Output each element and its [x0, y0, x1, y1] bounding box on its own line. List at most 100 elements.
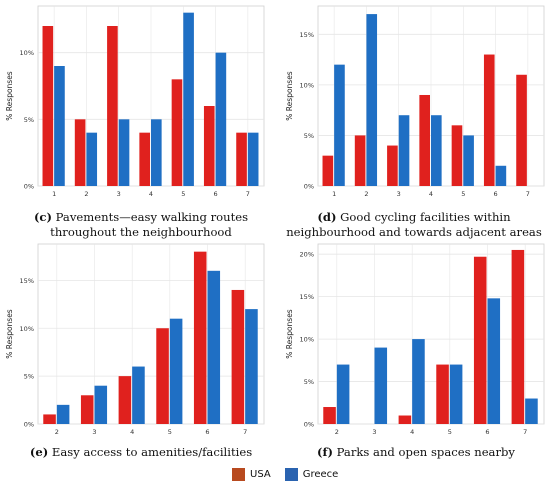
bar-greece [334, 64, 345, 186]
legend-swatch-usa [232, 468, 245, 481]
x-tick-label: 4 [429, 190, 433, 198]
caption-text: Pavements—easy walking routes throughout… [50, 210, 249, 239]
bar-usa [43, 414, 56, 424]
x-tick-label: 6 [494, 190, 498, 198]
x-tick-label: 5 [461, 190, 465, 198]
chart-panel-d: 0% 5% 10% 15% 1 2 3 4 5 6 7 % Responses [284, 4, 548, 204]
x-tick-label: 3 [397, 190, 401, 198]
x-tick-label: 7 [523, 428, 527, 436]
bar-greece [215, 52, 227, 186]
caption-letter: (d) [317, 210, 337, 224]
x-tick-label: 5 [168, 428, 172, 436]
y-tick-label: 5% [304, 378, 314, 386]
bar-greece [336, 364, 350, 424]
bar-usa [483, 54, 495, 187]
bar-greece [245, 309, 258, 424]
x-tick-label: 5 [181, 190, 185, 198]
chart-svg: 0% 5% 10% 1 2 3 4 5 6 7 % Responses [5, 5, 265, 198]
chart-panel-e: 0% 5% 10% 15% 2 3 4 5 6 7 % Responses [4, 242, 268, 442]
chart-svg: 0% 5% 10% 15% 20% 2 3 4 5 6 7 % Responses [285, 243, 545, 436]
x-tick-label: 2 [55, 428, 59, 436]
bar-greece [374, 347, 388, 424]
y-axis-label: % Responses [285, 309, 294, 359]
bar-greece [398, 115, 410, 186]
caption-letter: (e) [29, 445, 49, 459]
x-tick-label: 1 [332, 190, 336, 198]
x-tick-label: 6 [205, 428, 209, 436]
bar-usa [354, 135, 366, 186]
x-tick-label: 3 [117, 190, 121, 198]
legend-label-greece: Greece [302, 469, 339, 480]
caption-e: (e) Easy access to amenities/facilities [4, 445, 278, 460]
bar-usa [203, 106, 215, 186]
bar-usa [419, 94, 430, 186]
y-tick-label: 10% [300, 81, 314, 89]
bar-usa [42, 26, 54, 186]
x-tick-label: 4 [130, 428, 134, 436]
y-tick-label: 15% [300, 31, 314, 39]
bar-usa [74, 119, 86, 186]
legend-label-usa: USA [250, 469, 271, 480]
x-tick-label: 2 [364, 190, 368, 198]
bar-greece [118, 119, 130, 186]
bar-greece [431, 115, 442, 186]
y-tick-label: 0% [24, 421, 34, 429]
chart-panel-f: 0% 5% 10% 15% 20% 2 3 4 5 6 7 % Responses [284, 242, 548, 442]
bar-greece [54, 66, 65, 186]
x-tick-label: 5 [448, 428, 452, 436]
chart-svg: 0% 5% 10% 15% 2 3 4 5 6 7 % Responses [5, 243, 265, 436]
bar-usa [156, 328, 169, 424]
bar-greece [94, 385, 108, 424]
y-tick-label: 0% [304, 421, 314, 429]
bar-greece [183, 12, 194, 186]
x-tick-label: 7 [246, 190, 250, 198]
y-tick-label: 0% [304, 183, 314, 191]
chart-svg: 0% 5% 10% 15% 1 2 3 4 5 6 7 % Responses [285, 5, 545, 198]
caption-letter: (f) [317, 445, 333, 459]
y-tick-label: 5% [304, 132, 314, 140]
y-axis-label: % Responses [285, 71, 294, 121]
plot-area [37, 243, 265, 425]
caption-text: Parks and open spaces nearby [336, 445, 515, 459]
caption-c: (c) Pavements—easy walking routes throug… [4, 210, 278, 240]
bar-greece [247, 132, 259, 186]
bar-greece [463, 135, 474, 186]
y-tick-label: 0% [24, 183, 34, 191]
legend-item-usa: USA [232, 468, 271, 481]
bar-greece [495, 165, 507, 186]
y-tick-label: 5% [24, 373, 34, 381]
bar-usa [80, 395, 94, 424]
bar-usa [398, 415, 412, 424]
chart-panel-c: 0% 5% 10% 1 2 3 4 5 6 7 % Responses [4, 4, 268, 204]
bar-greece [132, 366, 145, 424]
x-tick-label: 1 [52, 190, 56, 198]
bar-greece [366, 14, 378, 186]
y-tick-label: 10% [20, 325, 34, 333]
legend-item-greece: Greece [284, 468, 339, 481]
bar-usa [516, 74, 527, 186]
bar-usa [473, 256, 487, 424]
caption-f: (f) Parks and open spaces nearby [284, 445, 548, 460]
y-axis-label: % Responses [5, 309, 14, 359]
legend: USA Greece [232, 468, 338, 481]
bar-usa [139, 132, 150, 186]
legend-swatch-greece [284, 468, 298, 481]
bar-usa [323, 407, 336, 424]
bar-usa [231, 289, 245, 424]
y-axis-label: % Responses [5, 71, 14, 121]
bar-greece [56, 404, 70, 424]
y-tick-label: 15% [20, 277, 34, 285]
bar-greece [207, 270, 221, 424]
x-tick-label: 6 [214, 190, 218, 198]
bar-greece [169, 318, 183, 424]
x-tick-label: 7 [526, 190, 530, 198]
bar-greece [487, 298, 501, 424]
x-tick-label: 3 [92, 428, 96, 436]
bar-greece [525, 398, 538, 424]
bar-usa [436, 364, 449, 424]
caption-d: (d) Good cycling facilities within neigh… [280, 210, 548, 240]
bar-usa [118, 376, 132, 424]
x-tick-label: 3 [372, 428, 376, 436]
caption-text: Good cycling facilities within neighbour… [286, 210, 542, 239]
bar-usa [322, 155, 334, 186]
